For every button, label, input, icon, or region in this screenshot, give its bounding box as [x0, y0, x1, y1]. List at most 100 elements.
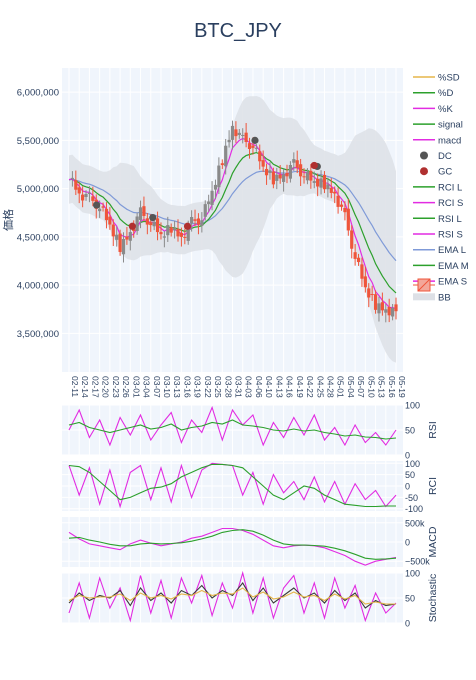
candle-body [316, 178, 320, 187]
candle-body [380, 302, 384, 311]
candle-body [213, 184, 218, 190]
candle-body [104, 208, 109, 221]
candle-body [353, 252, 357, 259]
candle-body [203, 204, 207, 217]
x-tick-label: 04-16 [285, 376, 295, 398]
chart-title: BTC_JPY [194, 20, 282, 42]
x-tick-label: 03-28 [223, 376, 233, 398]
candle-body [152, 221, 156, 227]
x-tick-label: 02-17 [90, 376, 100, 398]
candle-body [237, 132, 241, 135]
candle-body [373, 294, 378, 310]
candle-body [207, 201, 211, 205]
candle-body [302, 176, 306, 178]
candle-body [367, 288, 371, 298]
candle-body [339, 204, 344, 207]
candle-body [155, 218, 160, 233]
indicator-y-axis-title: RCI [427, 477, 439, 495]
legend-label: %D [438, 88, 453, 99]
candle-body [329, 187, 333, 193]
legend-label: %SD [438, 73, 460, 84]
candle-body [190, 217, 194, 224]
candle-body [271, 171, 275, 185]
legend-label: EMA M [438, 261, 469, 272]
candle-body [138, 207, 143, 220]
candle-body [162, 236, 166, 238]
candle-body [319, 178, 323, 188]
candle-body [278, 174, 282, 179]
candle-body [241, 134, 245, 136]
indicator-y-axis-title: MACD [427, 526, 439, 557]
candle-body [145, 218, 149, 225]
candle-body [210, 190, 214, 205]
candle-body [326, 184, 330, 190]
candle-body [390, 307, 395, 317]
legend-label: macd [438, 135, 461, 146]
legend-marker-symbol [420, 151, 428, 160]
candle-body [128, 232, 132, 241]
x-tick-label: 03-07 [152, 376, 162, 398]
x-tick-label: 05-04 [346, 376, 356, 398]
x-tick-label: 03-22 [203, 376, 213, 398]
x-tick-label: 05-07 [356, 376, 366, 398]
x-tick-label: 04-03 [244, 376, 254, 398]
candle-body [193, 219, 197, 221]
candle-body [91, 196, 95, 201]
candle-body [81, 194, 85, 201]
x-tick-label: 05-13 [377, 376, 387, 398]
x-tick-label: 03-25 [213, 376, 223, 398]
indicator-y-tick-label: 100 [405, 569, 420, 579]
x-tick-label: 04-25 [315, 376, 325, 398]
candle-body [166, 225, 170, 236]
candle-body [346, 208, 350, 231]
candle-body [179, 232, 184, 237]
candle-body [244, 132, 248, 142]
indicator-y-axis-title: RSI [427, 421, 439, 439]
candle-body [370, 294, 374, 296]
indicator-y-tick-label: 100 [405, 459, 420, 469]
candle-body [74, 180, 78, 190]
x-tick-label: 03-19 [193, 376, 203, 398]
candle-body [84, 193, 88, 197]
legend-label: RCI S [438, 198, 463, 209]
price-y-tick-label: 3,500,000 [17, 329, 59, 340]
indicator-series-line [68, 527, 397, 566]
x-tick-label: 02-11 [70, 376, 80, 397]
legend-label: EMA S [438, 277, 467, 288]
candle-body [200, 220, 204, 226]
price-y-tick-label: 6,000,000 [17, 88, 59, 99]
candle-body [227, 139, 231, 143]
candle-body [115, 234, 119, 240]
x-tick-label: 04-06 [254, 376, 264, 398]
indicator-y-axis-title: Stochastic [427, 574, 439, 622]
price-y-tick-label: 5,000,000 [17, 184, 59, 195]
golden-cross-marker [310, 161, 318, 170]
legend-label: RSI S [438, 230, 463, 241]
candle-body [292, 159, 296, 163]
candle-body [356, 257, 361, 263]
legend-marker-symbol [420, 167, 428, 176]
x-tick-label: 05-16 [387, 376, 397, 398]
candle-body [70, 177, 75, 179]
candle-body [224, 145, 228, 167]
x-tick-label: 03-13 [172, 376, 182, 398]
candle-body [268, 170, 272, 173]
candle-body [121, 239, 126, 255]
indicator-series-line [68, 529, 397, 560]
candle-body [169, 227, 173, 233]
candle-body [377, 303, 381, 314]
indicator-y-tick-label: -50 [405, 493, 418, 503]
candle-body [172, 227, 177, 231]
candle-body [285, 173, 289, 177]
x-tick-label: 04-10 [264, 376, 274, 398]
candle-body [254, 147, 258, 149]
x-tick-label: 02-14 [80, 376, 90, 398]
indicator-y-tick-label: -100 [405, 504, 423, 514]
indicator-y-tick-label: 0 [405, 482, 410, 492]
candle-body [230, 125, 235, 140]
candle-body [183, 236, 187, 238]
candle-body [118, 233, 122, 252]
indicator-y-tick-label: 50 [405, 426, 415, 436]
indicator-series-line [68, 587, 396, 605]
